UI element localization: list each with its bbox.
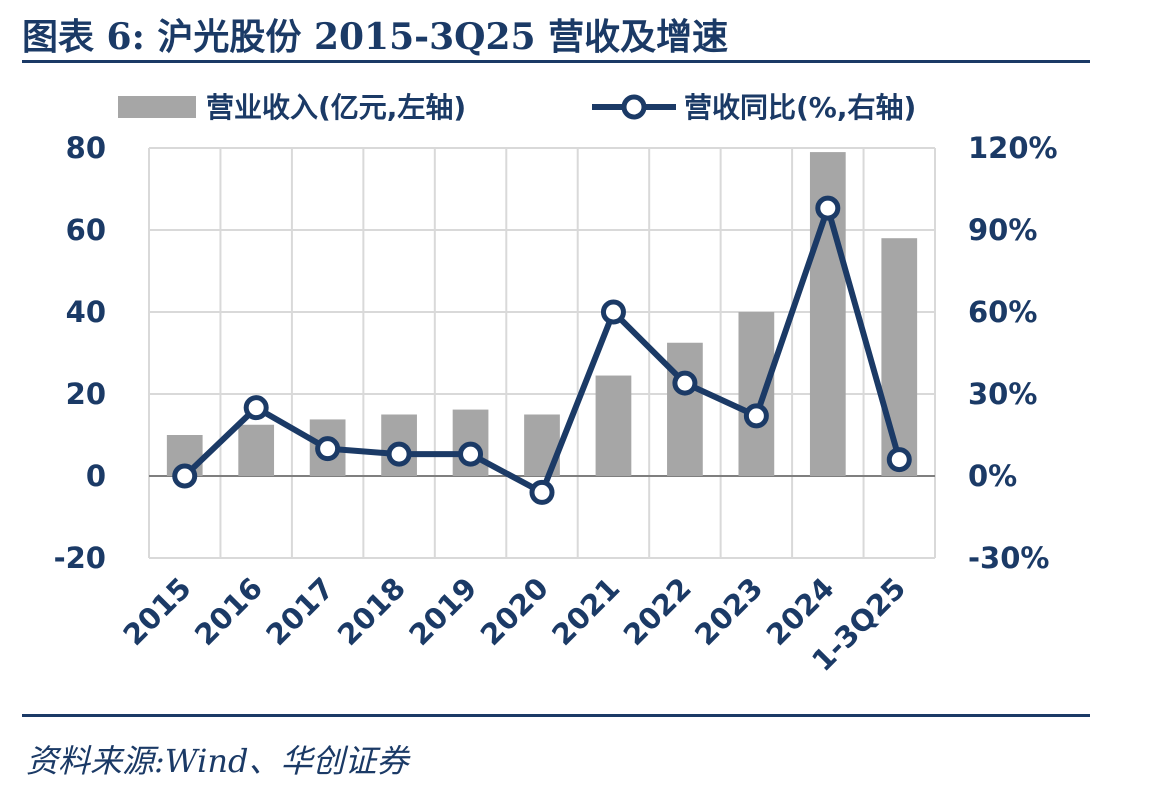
footer-divider xyxy=(22,714,1090,717)
x-axis-tick: 2016 xyxy=(188,571,269,652)
growth-point xyxy=(172,463,198,489)
growth-point xyxy=(458,441,484,467)
bar xyxy=(738,312,775,476)
growth-point xyxy=(743,403,769,429)
bar xyxy=(881,238,918,476)
growth-point xyxy=(315,436,341,462)
title-divider xyxy=(22,60,1090,63)
left-axis-tick: 0 xyxy=(86,459,106,493)
left-axis-tick: 20 xyxy=(66,377,106,411)
growth-point xyxy=(815,195,841,221)
chart: 营业收入(亿元,左轴) 营收同比(%,右轴) 80 60 40 20 0 -20 120%… xyxy=(54,91,1058,678)
chart-title: 图表 6: 沪光股份 2015-3Q25 营收及增速 xyxy=(22,16,729,58)
growth-point xyxy=(886,447,912,473)
x-axis-tick: 2017 xyxy=(259,571,340,652)
legend: 营业收入(亿元,左轴) 营收同比(%,右轴) xyxy=(118,91,916,124)
right-axis-tick: 30% xyxy=(968,377,1037,411)
x-axis-tick: 2021 xyxy=(545,571,626,652)
bar xyxy=(667,342,703,476)
left-axis-tick: 60 xyxy=(66,213,106,247)
x-axis: 2015201620172018201920202021202220232024… xyxy=(117,571,913,678)
right-axis-tick: -30% xyxy=(968,541,1049,575)
bars xyxy=(166,152,918,476)
x-axis-tick: 2022 xyxy=(617,571,698,652)
x-axis-tick: 2023 xyxy=(688,571,769,652)
growth-point xyxy=(600,299,626,325)
legend-line-label: 营收同比(%,右轴) xyxy=(684,91,916,124)
growth-point xyxy=(529,479,555,505)
growth-point xyxy=(386,441,412,467)
left-axis-tick: 40 xyxy=(66,295,106,329)
growth-line xyxy=(172,195,912,505)
x-axis-tick: 2019 xyxy=(402,571,483,652)
bar xyxy=(595,375,632,476)
right-axis-tick: 60% xyxy=(968,295,1037,329)
right-axis-tick: 90% xyxy=(968,213,1037,247)
left-axis-tick: -20 xyxy=(54,541,106,575)
right-axis-tick: 0% xyxy=(968,459,1017,493)
legend-bar-label: 营业收入(亿元,左轴) xyxy=(206,91,466,124)
legend-bar-swatch xyxy=(118,96,196,118)
x-axis-tick: 2020 xyxy=(474,571,555,652)
growth-point xyxy=(672,370,698,396)
x-axis-tick: 2018 xyxy=(331,571,412,652)
growth-point xyxy=(243,395,269,421)
right-axis: 120% 90% 60% 30% 0% -30% xyxy=(968,131,1058,575)
left-axis-tick: 80 xyxy=(66,131,106,165)
right-axis-tick: 120% xyxy=(968,131,1058,165)
legend-line-marker xyxy=(621,94,647,120)
source-note: 资料来源:Wind、华创证券 xyxy=(26,742,409,780)
bar xyxy=(238,424,275,476)
x-axis-tick: 2015 xyxy=(117,571,198,652)
left-axis: 80 60 40 20 0 -20 xyxy=(54,131,106,575)
